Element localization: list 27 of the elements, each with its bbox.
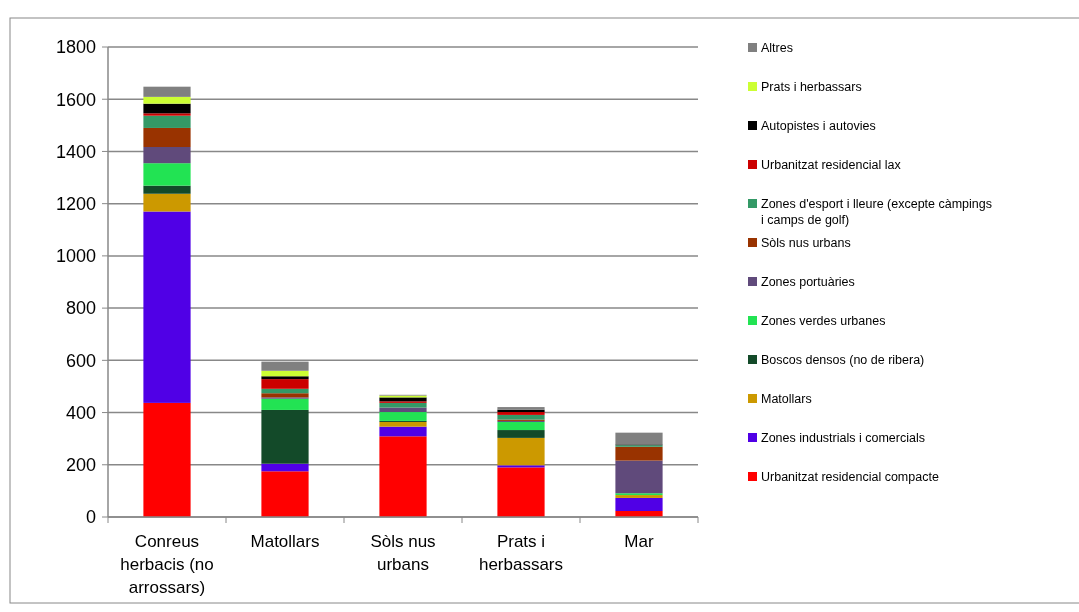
y-tick-label: 1200	[55, 193, 96, 214]
y-tick-label: 0	[85, 507, 96, 528]
y-tick-label: 1400	[55, 141, 96, 162]
x-tick-label: Sòls nus urbans	[370, 532, 436, 574]
y-tick-label: 600	[65, 350, 96, 371]
y-tick-label: 200	[65, 455, 96, 476]
legend-label: Boscos densos (no de ribera)	[761, 353, 925, 368]
legend-label: Zones verdes urbanes	[761, 314, 886, 329]
y-tick-label: 1600	[55, 89, 96, 110]
legend-label: Urbanitzat residencial lax	[761, 158, 902, 173]
legend-label: Altres	[761, 41, 793, 56]
y-tick-label: 1000	[55, 246, 96, 267]
legend-label: Autopistes i autovies	[761, 119, 876, 134]
legend-label: Sòls nus urbans	[761, 236, 851, 251]
y-tick-label: 1800	[55, 37, 96, 58]
legend-label: Zones d'esport i lleure (excepte càmpings i camps de golf)	[761, 197, 992, 228]
x-tick-label: Conreus herbacis (no arrossars)	[120, 532, 214, 597]
x-tick-label: Mar	[624, 532, 654, 551]
y-tick-label: 400	[65, 402, 96, 423]
legend-label: Matollars	[761, 392, 812, 407]
x-tick-label: Matollars	[250, 532, 320, 551]
y-tick-label: 800	[65, 298, 96, 319]
legend-label: Urbanitzat residencial compacte	[761, 470, 939, 485]
legend-label: Zones portuàries	[761, 275, 855, 290]
legend-label: Prats i herbassars	[761, 80, 862, 95]
legend-label: Zones industrials i comercials	[761, 431, 925, 446]
x-tick-label: Prats i herbassars	[478, 532, 564, 574]
